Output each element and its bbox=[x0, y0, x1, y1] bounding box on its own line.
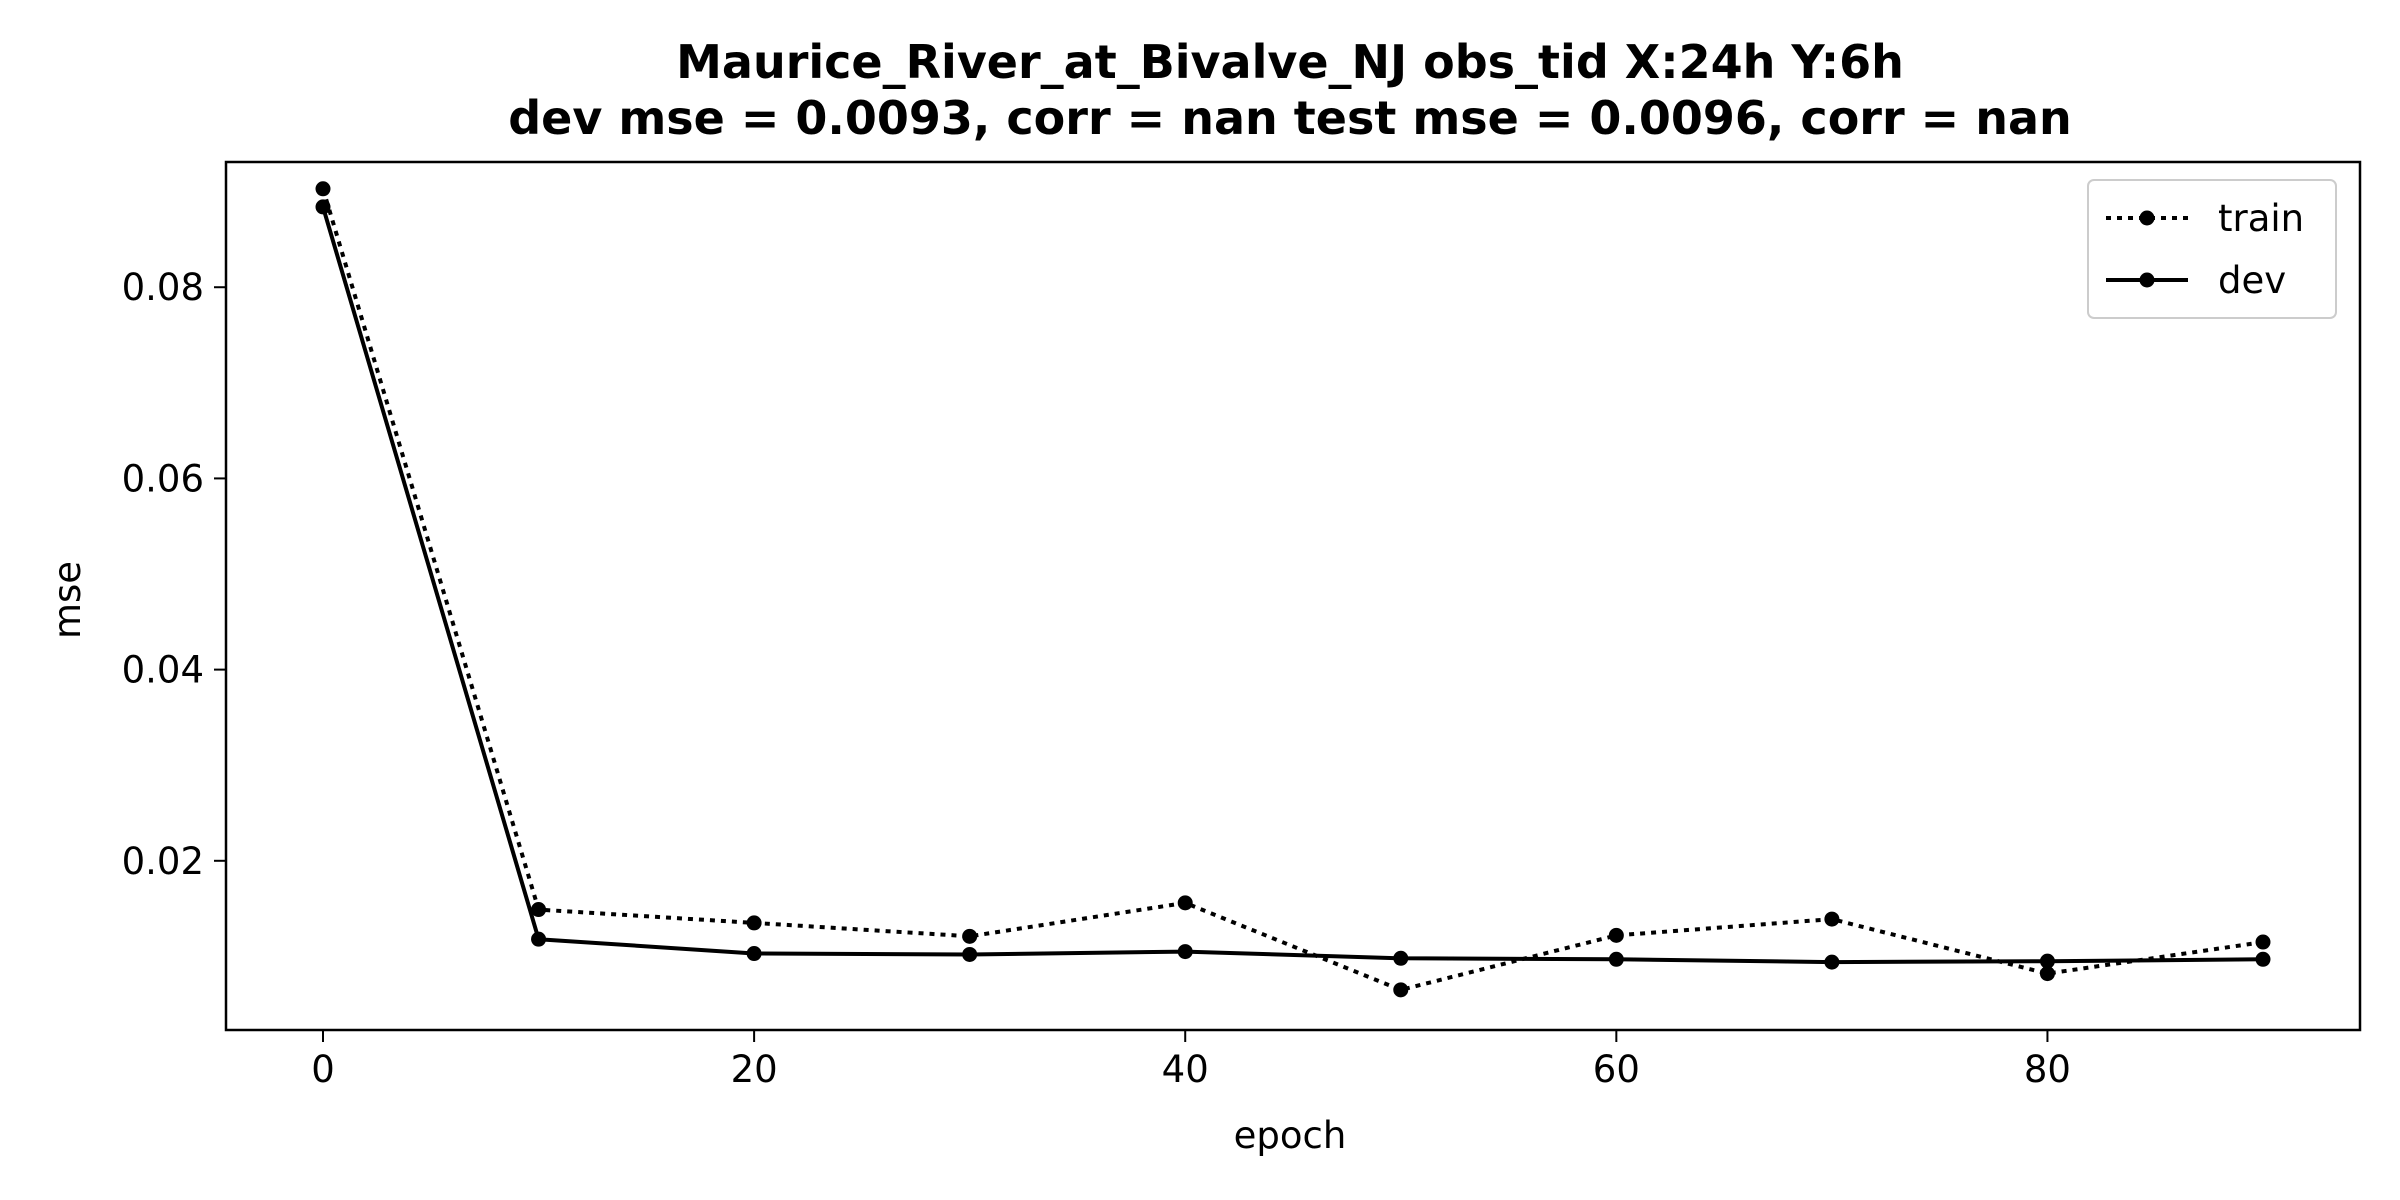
data-point-train bbox=[962, 928, 978, 944]
data-point-train bbox=[1177, 895, 1193, 911]
data-point-dev bbox=[746, 946, 762, 962]
data-point-dev bbox=[962, 946, 978, 962]
data-point-dev bbox=[2039, 953, 2055, 969]
data-point-train bbox=[315, 181, 331, 197]
legend-marker-dev bbox=[2139, 272, 2155, 288]
data-point-train bbox=[2039, 966, 2055, 982]
y-tick-label: 0.02 bbox=[122, 840, 204, 883]
series-line-train bbox=[321, 188, 2264, 992]
data-point-dev bbox=[1608, 951, 1624, 967]
chart-subtitle: dev mse = 0.0093, corr = nan test mse = … bbox=[508, 91, 2072, 145]
data-point-dev bbox=[1824, 954, 1840, 970]
x-tick-label: 0 bbox=[311, 1048, 335, 1091]
y-tick-label: 0.04 bbox=[122, 649, 204, 692]
data-point-dev bbox=[1177, 944, 1193, 960]
y-tick-label: 0.08 bbox=[122, 266, 204, 309]
data-point-dev bbox=[315, 199, 331, 215]
data-point-train bbox=[531, 902, 547, 918]
x-tick-label: 20 bbox=[731, 1048, 778, 1091]
data-point-train bbox=[1824, 911, 1840, 927]
series-layer bbox=[315, 181, 2271, 998]
legend-label-train: train bbox=[2218, 197, 2304, 240]
data-point-train bbox=[2255, 934, 2271, 950]
series-dev bbox=[315, 199, 2271, 970]
legend-marker-train bbox=[2139, 210, 2155, 226]
data-point-dev bbox=[1393, 950, 1409, 966]
data-point-dev bbox=[2255, 951, 2271, 967]
data-point-train bbox=[1608, 927, 1624, 943]
series-train bbox=[315, 181, 2271, 998]
legend: train dev bbox=[2087, 179, 2337, 319]
data-point-dev bbox=[531, 931, 547, 947]
chart-title: Maurice_River_at_Bivalve_NJ obs_tid X:24… bbox=[676, 35, 1904, 89]
legend-label-dev: dev bbox=[2218, 259, 2286, 302]
x-axis-label: epoch bbox=[1234, 1114, 1347, 1157]
x-tick-label: 80 bbox=[2024, 1048, 2071, 1091]
x-tick-label: 60 bbox=[1593, 1048, 1640, 1091]
x-tick-label: 40 bbox=[1162, 1048, 1209, 1091]
x-axis-ticks: 0 20 40 60 80 bbox=[311, 1030, 2071, 1091]
y-axis-label: mse bbox=[46, 561, 89, 639]
y-axis-ticks: 0.02 0.04 0.06 0.08 bbox=[122, 266, 226, 883]
data-point-train bbox=[1393, 982, 1409, 998]
plot-area bbox=[224, 160, 2362, 1032]
data-point-train bbox=[746, 915, 762, 931]
y-tick-label: 0.06 bbox=[122, 457, 204, 500]
series-line-dev bbox=[321, 206, 2264, 965]
plot-frame bbox=[224, 160, 2362, 1032]
